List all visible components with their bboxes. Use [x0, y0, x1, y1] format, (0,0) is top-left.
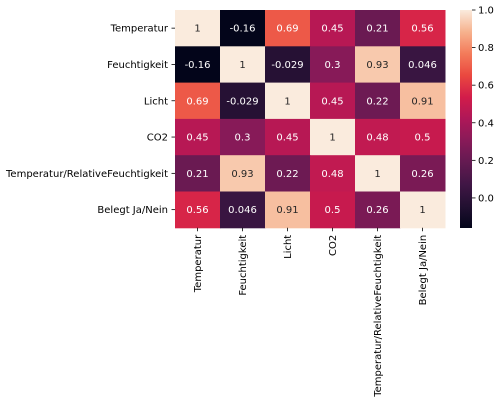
- column-label: Belegt Ja/Nein: [418, 235, 429, 306]
- heatmap-cells: 1 -0.16 0.69 0.45 0.21 0.56 -0.16 1 -0.029 0.3 0.9…: [175, 10, 446, 229]
- cell-value-label: 1: [194, 24, 200, 35]
- cell-value-label: -0.16: [185, 60, 211, 71]
- cell-value-label: 0.69: [186, 96, 208, 107]
- cell-value-label: -0.029: [271, 60, 303, 71]
- column-label: CO2: [328, 235, 339, 256]
- heatmap-cell: [310, 10, 356, 47]
- cell-value-label: 0.046: [408, 60, 437, 71]
- cell-value-label: 0.45: [276, 133, 298, 144]
- heatmap-cell: [265, 82, 311, 120]
- cell-value-label: 0.3: [325, 60, 341, 71]
- heatmap-cell: [220, 155, 266, 192]
- heatmap-cell: [265, 46, 311, 84]
- cell-value-label: 0.26: [411, 169, 433, 180]
- row-label: CO2: [147, 133, 168, 144]
- heatmap-cell: [220, 46, 266, 84]
- heatmap-cell: [220, 10, 266, 47]
- cell-value-label: 0.91: [411, 96, 433, 107]
- heatmap-cell: [265, 191, 311, 229]
- heatmap-cell: [355, 118, 401, 156]
- cell-value-label: 0.22: [276, 169, 298, 180]
- cell-value-label: 0.56: [411, 24, 433, 35]
- cell-value-label: 0.22: [366, 96, 388, 107]
- colorbar-gradient: [460, 10, 472, 228]
- cell-value-label: 1: [239, 60, 245, 71]
- heatmap-cell: [175, 118, 221, 156]
- cell-value-label: 0.5: [325, 205, 341, 216]
- heatmap-cell: [355, 46, 401, 84]
- cell-value-label: 1: [329, 133, 335, 144]
- cell-value-label: 0.91: [276, 205, 298, 216]
- colorbar-tick-label: 0.6: [478, 81, 494, 92]
- cell-value-label: 0.48: [366, 133, 388, 144]
- row-labels: Temperatur Feuchtigkeit Licht CO2 Temperatur…: [5, 24, 175, 216]
- heatmap-cell: [355, 155, 401, 192]
- colorbar-tick-label: 0.2: [478, 156, 494, 167]
- heatmap-cell: [175, 82, 221, 120]
- heatmap-cell: [310, 118, 356, 156]
- heatmap-cell: [355, 10, 401, 47]
- column-labels: Temperatur Feuchtigkeit Licht CO2 Temperatur…: [193, 227, 429, 398]
- heatmap-cell: [175, 10, 221, 47]
- column-label: Licht: [283, 235, 294, 259]
- heatmap-cell: [175, 46, 221, 84]
- heatmap-cell: [400, 191, 446, 229]
- heatmap-cell: [220, 118, 266, 156]
- column-label: Temperatur: [193, 234, 204, 293]
- heatmap-cell: [265, 10, 311, 47]
- heatmap-cell: [175, 155, 221, 192]
- colorbar-tick-label: 0.8: [478, 43, 494, 54]
- cell-value-label: -0.029: [226, 96, 258, 107]
- heatmap-cell: [175, 191, 221, 229]
- row-label: Feuchtigkeit: [107, 60, 168, 71]
- colorbar-tick-label: 0.4: [478, 118, 494, 129]
- heatmap-cell: [400, 155, 446, 192]
- heatmap-cell: [310, 46, 356, 84]
- cell-value-label: 1: [374, 169, 380, 180]
- heatmap-cell: [265, 155, 311, 192]
- cell-value-label: 0.5: [415, 133, 431, 144]
- cell-value-label: 0.45: [186, 133, 208, 144]
- cell-value-label: -0.16: [230, 24, 256, 35]
- row-label: Temperatur: [110, 24, 169, 35]
- column-label: Feuchtigkeit: [238, 235, 249, 296]
- cell-value-label: 0.48: [321, 169, 343, 180]
- heatmap-cell: [400, 82, 446, 120]
- row-label: Temperatur/RelativeFeuchtigkeit: [5, 169, 168, 180]
- cell-value-label: 0.93: [231, 169, 253, 180]
- cell-value-label: 0.21: [366, 24, 388, 35]
- heatmap-cell: [355, 82, 401, 120]
- row-label: Belegt Ja/Nein: [97, 205, 168, 216]
- cell-value-label: 0.93: [366, 60, 388, 71]
- column-label: Temperatur/RelativeFeuchtigkeit: [373, 235, 384, 398]
- cell-value-label: 1: [419, 205, 425, 216]
- cell-value-label: 0.21: [186, 169, 208, 180]
- heatmap-cell: [400, 46, 446, 84]
- cell-value-label: 1: [284, 96, 290, 107]
- heatmap-cell: [310, 191, 356, 229]
- colorbar-tick-label: 1.0: [478, 6, 494, 17]
- heatmap-cell: [265, 118, 311, 156]
- cell-value-label: 0.69: [276, 24, 298, 35]
- heatmap-cell: [310, 155, 356, 192]
- row-label: Licht: [144, 96, 168, 107]
- cell-value-label: 0.3: [235, 133, 251, 144]
- colorbar: 0.0 0.2 0.4 0.6 0.8 1.0: [460, 6, 494, 228]
- heatmap-cell: [220, 82, 266, 120]
- cell-value-label: 0.046: [228, 205, 257, 216]
- colorbar-tick-label: 0.0: [478, 193, 494, 204]
- heatmap-cell: [400, 10, 446, 47]
- cell-value-label: 0.45: [321, 96, 343, 107]
- heatmap-cell: [220, 191, 266, 229]
- heatmap-cell: [355, 191, 401, 229]
- cell-value-label: 0.45: [321, 24, 343, 35]
- heatmap-cell: [400, 118, 446, 156]
- cell-value-label: 0.56: [186, 205, 208, 216]
- heatmap-cell: [310, 82, 356, 120]
- cell-value-label: 0.26: [366, 205, 388, 216]
